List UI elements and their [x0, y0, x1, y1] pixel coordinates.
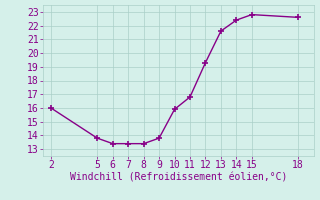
X-axis label: Windchill (Refroidissement éolien,°C): Windchill (Refroidissement éolien,°C) [70, 173, 287, 183]
